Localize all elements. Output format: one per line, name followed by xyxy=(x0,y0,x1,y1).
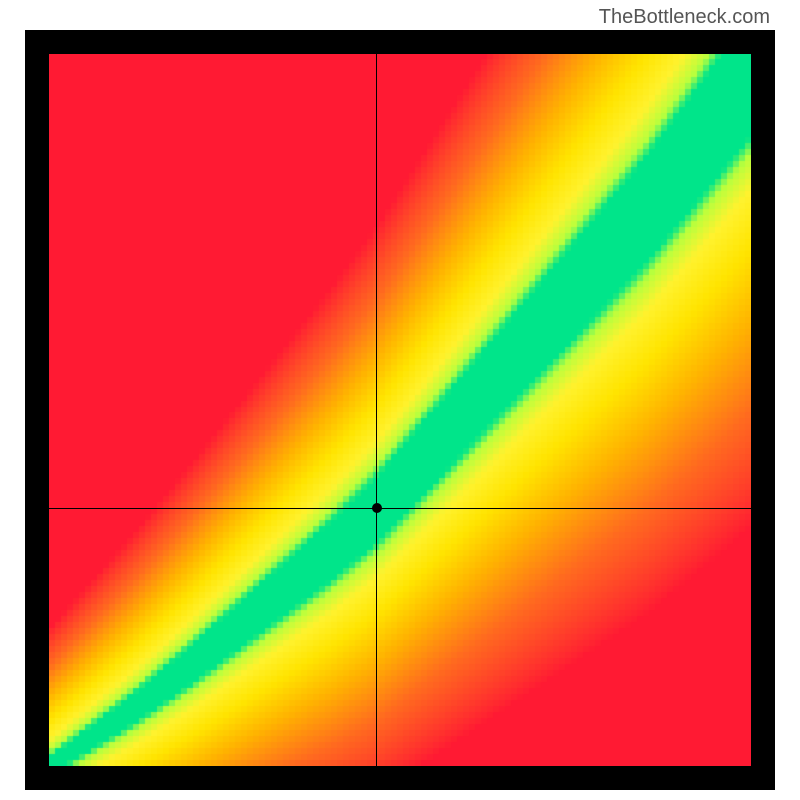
marker-dot xyxy=(372,503,382,513)
crosshair-horizontal xyxy=(49,508,751,509)
plot-area xyxy=(49,54,751,766)
chart-container: TheBottleneck.com xyxy=(0,0,800,800)
watermark-text: TheBottleneck.com xyxy=(599,6,770,29)
crosshair-vertical xyxy=(376,54,377,766)
heatmap-canvas xyxy=(49,54,751,766)
